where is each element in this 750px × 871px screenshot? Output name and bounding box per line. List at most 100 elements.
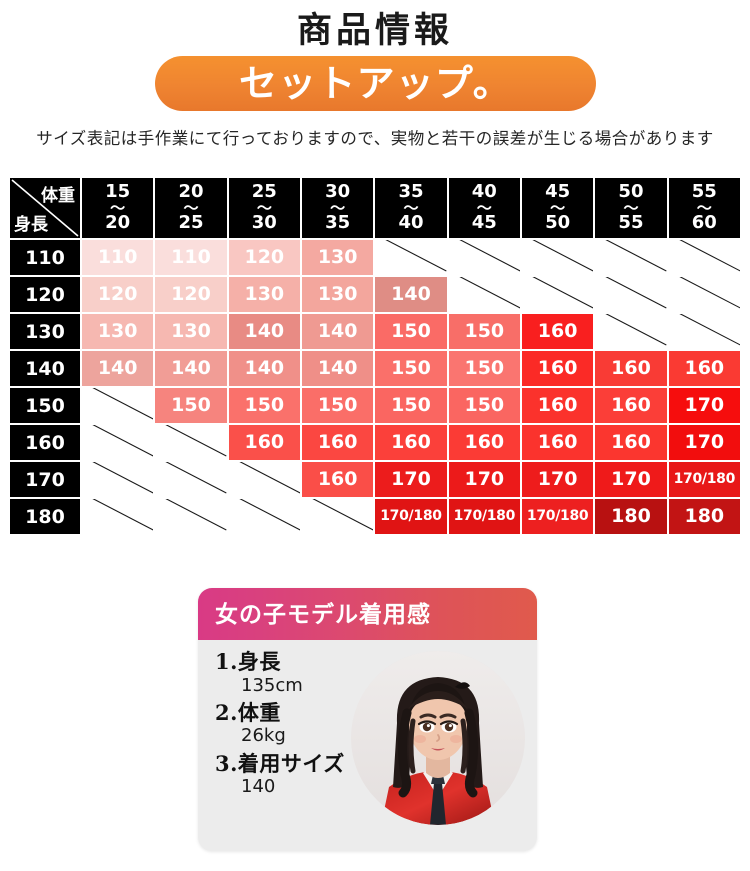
col-tilde: ～	[330, 199, 346, 217]
size-value: 150	[317, 394, 358, 416]
table-row: 150 150 150 150 150 150 160 160 170	[10, 388, 740, 423]
model-card-heading: 女の子モデル着用感	[215, 600, 431, 628]
col-to: 35	[325, 212, 351, 233]
col-to: 60	[691, 212, 717, 233]
col-to: 55	[618, 212, 644, 233]
size-cell: 160	[448, 425, 520, 460]
table-row: 140 140 140 140 140 150 150 160 160 160	[10, 351, 740, 386]
empty-cell	[228, 462, 300, 497]
size-value: 150	[171, 394, 211, 416]
size-cell: 150	[448, 351, 520, 386]
col-to: 20	[105, 212, 131, 233]
col-tilde: ～	[256, 199, 272, 217]
strike-diagonal-icon	[605, 277, 667, 309]
size-cell: 140	[228, 351, 300, 386]
banner-container: セットアップ。	[0, 56, 750, 111]
column-header-35-40: 35 ～ 40	[375, 178, 447, 238]
size-cell: 150	[301, 388, 374, 423]
col-tilde: ～	[550, 199, 566, 217]
size-cell: 150	[155, 388, 227, 423]
col-from: 55	[691, 181, 717, 203]
size-cell: 160	[521, 314, 594, 349]
size-cell: 160	[521, 425, 594, 460]
size-value: 160	[611, 394, 651, 416]
size-value: 130	[244, 283, 285, 305]
column-header-30-35: 30 ～ 35	[301, 178, 374, 238]
size-value: 130	[317, 283, 358, 305]
size-value: 170/180	[526, 508, 589, 524]
empty-cell	[521, 277, 594, 312]
size-cell: 140	[82, 351, 154, 386]
setup-banner: セットアップ。	[154, 56, 596, 111]
model-card-body: 1.身長 135cm 2.体重 26kg 3.着用サイズ 140	[198, 640, 537, 851]
strike-diagonal-icon	[459, 240, 520, 272]
table-row: 180 170/180 170/180 170/180 180 180	[10, 499, 740, 534]
size-cell: 170	[668, 425, 740, 460]
empty-cell	[82, 388, 154, 423]
size-cell: 170	[375, 462, 447, 497]
size-cell: 150	[448, 314, 520, 349]
size-cell: 140	[301, 314, 374, 349]
disclaimer-text: サイズ表記は手作業にて行っておりますので、実物と若干の誤差が生じる場合があります	[36, 129, 714, 148]
size-cell: 130	[155, 314, 227, 349]
size-value: 170	[684, 394, 725, 416]
empty-cell	[82, 499, 154, 534]
size-value: 170	[684, 431, 725, 453]
size-value: 170	[464, 468, 505, 490]
empty-cell	[155, 499, 227, 534]
table-row: 110 110 110 120 130	[10, 240, 740, 275]
size-value: 150	[464, 357, 505, 379]
row-header-120: 120	[10, 277, 80, 312]
strike-diagonal-icon	[165, 425, 227, 457]
column-header-50-55: 50 ～ 55	[595, 178, 667, 238]
size-value: 180	[611, 505, 651, 527]
size-value: 170/180	[673, 471, 736, 487]
size-value: 140	[391, 283, 431, 305]
spec-value: 140	[241, 776, 276, 798]
size-cell: 110	[82, 240, 154, 275]
strike-diagonal-icon	[239, 499, 300, 531]
col-from: 50	[618, 181, 644, 203]
size-value: 140	[317, 357, 358, 379]
size-cell: 170	[521, 462, 594, 497]
size-cell: 140	[228, 314, 300, 349]
size-cell: 170/180	[668, 462, 740, 497]
col-to: 45	[471, 212, 497, 233]
size-value: 150	[244, 394, 285, 416]
size-value: 160	[391, 431, 431, 453]
size-cell: 180	[595, 499, 667, 534]
size-value: 120	[97, 283, 138, 305]
size-value: 150	[391, 394, 431, 416]
col-from: 40	[471, 181, 497, 203]
empty-cell	[668, 314, 740, 349]
size-cell: 170/180	[521, 499, 594, 534]
col-tilde: ～	[696, 199, 712, 217]
col-from: 45	[545, 181, 571, 203]
empty-cell	[82, 425, 154, 460]
size-value: 150	[464, 320, 505, 342]
row-header-150: 150	[10, 388, 80, 423]
empty-cell	[448, 277, 520, 312]
table-row: 160 160 160 160 160 160 160 170	[10, 425, 740, 460]
model-spec-list: 1.身長 135cm 2.体重 26kg 3.着用サイズ 140	[215, 650, 415, 802]
col-to: 50	[545, 212, 571, 233]
size-cell: 170/180	[448, 499, 520, 534]
empty-cell	[155, 462, 227, 497]
size-cell: 160	[521, 351, 594, 386]
size-cell: 150	[375, 314, 447, 349]
table-row: 130 130 130 140 140 150 150 160	[10, 314, 740, 349]
strike-diagonal-icon	[459, 277, 520, 309]
size-value: 150	[391, 357, 431, 379]
column-header-55-60: 55 ～ 60	[668, 178, 740, 238]
spec-title: 2.体重	[215, 699, 281, 725]
size-value: 170/180	[380, 508, 442, 524]
size-value: 170/180	[453, 508, 516, 524]
size-value: 160	[317, 431, 358, 453]
empty-cell	[595, 314, 667, 349]
empty-cell	[668, 240, 740, 275]
size-value: 140	[244, 357, 285, 379]
col-from: 20	[178, 181, 204, 203]
column-header-45-50: 45 ～ 50	[521, 178, 594, 238]
size-cell: 130	[228, 277, 300, 312]
spec-value: 135cm	[241, 674, 303, 696]
